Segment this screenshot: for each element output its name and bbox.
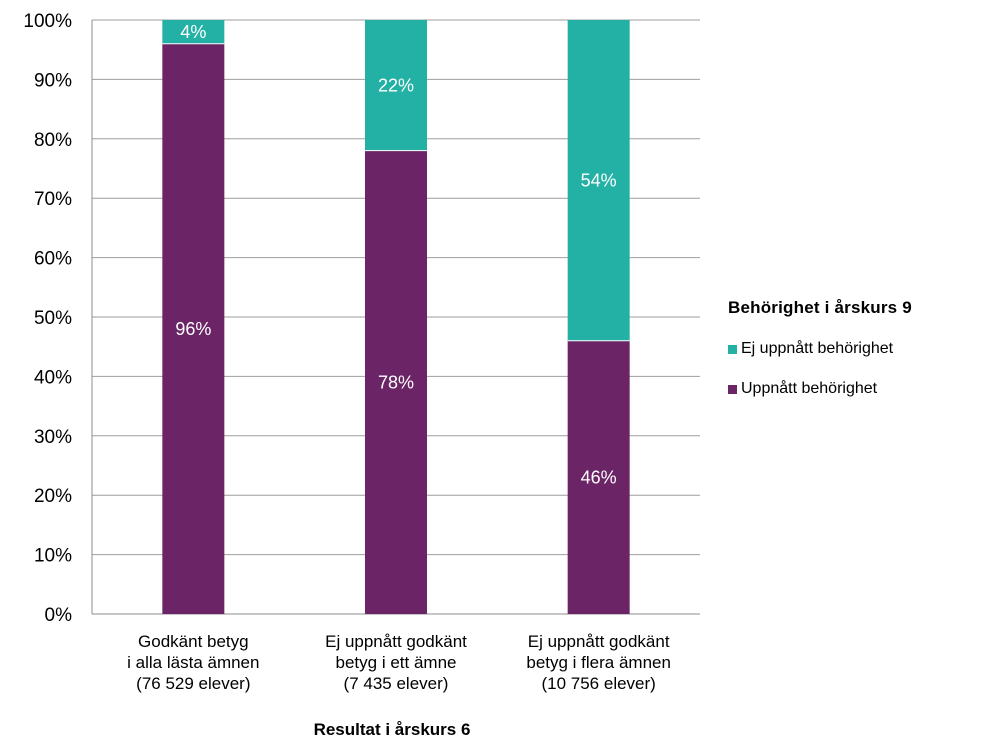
bar-uppnatt <box>567 340 630 614</box>
data-label: 96% <box>175 319 211 339</box>
y-tick-label: 70% <box>34 189 72 210</box>
y-tick-label: 20% <box>34 486 72 507</box>
legend-item-uppnatt: Uppnått behörighet <box>728 380 978 398</box>
y-tick-label: 10% <box>34 546 72 567</box>
bar-uppnatt <box>162 43 225 614</box>
legend-item-ej-uppnatt: Ej uppnått behörighet <box>728 340 978 358</box>
x-axis-title: Resultat i årskurs 6 <box>314 720 471 739</box>
y-tick-label: 80% <box>34 130 72 151</box>
legend-swatch-ej-uppnatt <box>728 344 737 354</box>
x-tick-label: Ej uppnått godkänt betyg i ett ämne (7 435… <box>325 632 467 693</box>
data-label: 22% <box>378 75 414 95</box>
data-label: 54% <box>581 170 617 190</box>
data-label: 78% <box>378 372 414 392</box>
y-tick-label: 60% <box>34 249 72 270</box>
legend-label-ej-uppnatt: Ej uppnått behörighet <box>741 340 894 357</box>
bar-ej-uppnatt <box>567 20 630 341</box>
y-axis-tick-labels: 0% 10% 20% 30% 40% 50% 60% 70% 80% 90% 100% <box>23 11 72 626</box>
legend: Behörighet i årskurs 9 Ej uppnått behöri… <box>728 298 978 398</box>
y-tick-label: 90% <box>34 70 72 91</box>
bar-ej-uppnatt <box>162 20 225 44</box>
legend-label-uppnatt: Uppnått behörighet <box>741 380 878 397</box>
legend-swatch-uppnatt <box>728 384 737 394</box>
y-tick-label: 50% <box>34 308 72 329</box>
data-label: 4% <box>180 22 206 42</box>
y-tick-label: 30% <box>34 427 72 448</box>
x-axis-tick-labels: Godkänt betyg i alla lästa ämnen (76 529 e… <box>127 632 671 693</box>
legend-title: Behörighet i årskurs 9 <box>728 298 912 317</box>
y-tick-label: 0% <box>45 605 73 626</box>
x-tick-label: Godkänt betyg i alla lästa ämnen (76 529 e… <box>127 632 259 693</box>
data-label: 46% <box>581 467 617 487</box>
y-tick-label: 40% <box>34 367 72 388</box>
y-tick-label: 100% <box>23 11 72 32</box>
bar-ej-uppnatt <box>365 20 427 151</box>
bar-uppnatt <box>365 150 427 614</box>
x-tick-label: Ej uppnått godkänt betyg i flera ämnen (10… <box>526 632 671 693</box>
bars: 96% 4% 78% 22% 46% 54% <box>162 20 630 614</box>
